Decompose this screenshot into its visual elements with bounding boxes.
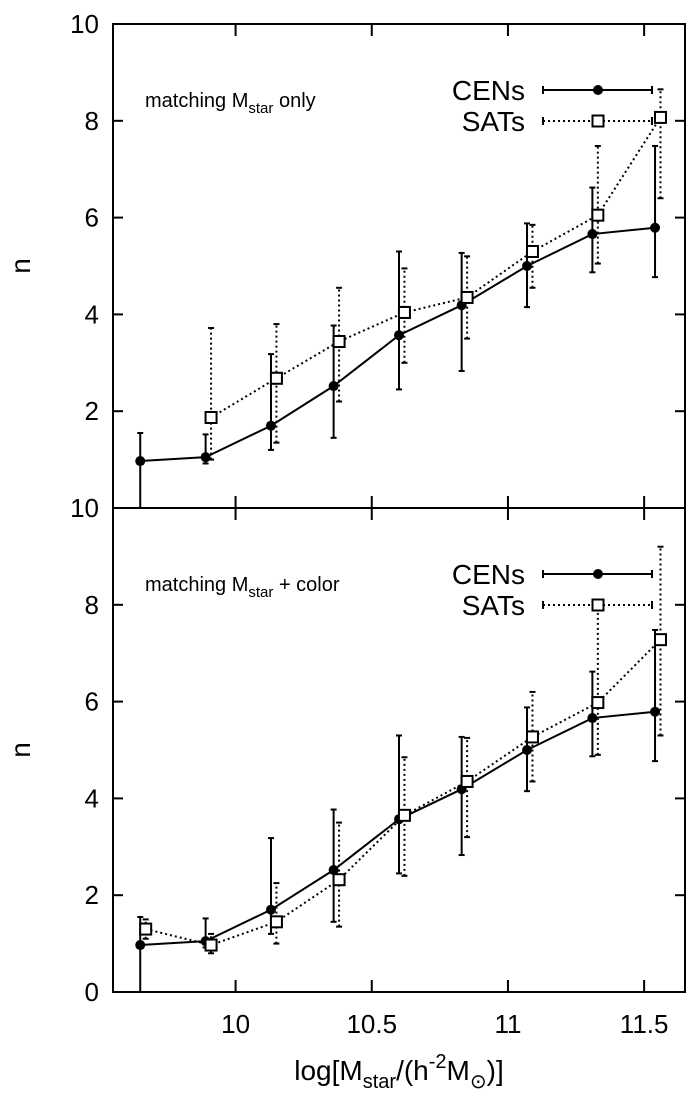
- y-tick-label: 6: [85, 203, 99, 233]
- x-axis-label-part: ⊙: [470, 1071, 487, 1091]
- y-tick-label: 8: [85, 106, 99, 136]
- x-tick-label: 11.5: [620, 1009, 669, 1039]
- legend-label: SATs: [462, 590, 525, 621]
- y-tick-label: 4: [85, 299, 99, 329]
- series-line: [140, 710, 656, 947]
- point: [525, 730, 539, 744]
- y-tick-label: 4: [85, 783, 99, 813]
- y-tick-label: 2: [85, 880, 99, 910]
- point: [200, 452, 211, 463]
- annotation: matching Mstar + color: [145, 574, 340, 601]
- point: [460, 290, 474, 304]
- x-axis-label-part: star: [363, 1071, 397, 1091]
- legend-marker: [591, 114, 605, 128]
- legend-label: CENs: [452, 559, 525, 590]
- point: [522, 745, 533, 755]
- x-axis-label-part: /(h: [396, 1055, 429, 1086]
- annotation-rest: only: [273, 90, 315, 112]
- y-axis-label: n: [5, 742, 36, 758]
- x-axis-label-part: M: [447, 1055, 470, 1086]
- annotation-sub: star: [248, 100, 273, 117]
- point: [265, 420, 276, 431]
- point: [328, 381, 339, 392]
- y-axis-label: n: [5, 258, 36, 274]
- point: [587, 229, 598, 240]
- point: [591, 208, 605, 222]
- point: [394, 330, 404, 341]
- y-tick-label: 0: [85, 977, 99, 1007]
- plot-area: [135, 545, 667, 992]
- point: [591, 696, 605, 710]
- legend-marker: [593, 569, 603, 579]
- point: [269, 371, 283, 385]
- legend-label: CENs: [452, 75, 525, 106]
- point: [204, 938, 218, 952]
- annotation-text: matching M: [145, 90, 248, 112]
- y-tick-label: 10: [70, 493, 99, 523]
- point: [587, 713, 598, 724]
- annotation-text: matching M: [145, 574, 248, 596]
- point: [135, 456, 146, 467]
- y-tick-label: 10: [70, 9, 99, 39]
- legend-marker: [593, 85, 603, 95]
- point: [650, 706, 661, 717]
- x-axis-label-part: log[M: [294, 1055, 362, 1086]
- point: [139, 922, 153, 936]
- point: [269, 915, 283, 929]
- point: [332, 335, 346, 349]
- annotation-sub: star: [248, 584, 273, 601]
- point: [265, 904, 276, 915]
- point: [522, 261, 533, 271]
- x-axis-label: log[Mstar/(h-2M⊙)]: [294, 1051, 504, 1091]
- x-tick-label: 10.5: [346, 1009, 397, 1039]
- point: [653, 110, 667, 124]
- point: [653, 633, 667, 647]
- x-axis-label-part: )]: [487, 1055, 504, 1086]
- series-line: [145, 638, 662, 947]
- y-tick-label: 8: [85, 590, 99, 620]
- point: [135, 940, 146, 951]
- point: [328, 865, 339, 876]
- point: [397, 305, 411, 319]
- point: [332, 873, 346, 887]
- series-line: [140, 226, 656, 463]
- point: [650, 222, 661, 233]
- point: [397, 808, 411, 822]
- annotation-rest: + color: [273, 574, 339, 596]
- x-tick-label: 11: [494, 1009, 521, 1039]
- legend-marker: [591, 598, 605, 612]
- plot-frame: [112, 507, 686, 993]
- y-tick-label: 2: [85, 396, 99, 426]
- y-tick-label: 6: [85, 687, 99, 717]
- point: [204, 410, 218, 424]
- annotation: matching Mstar only: [145, 90, 316, 117]
- x-axis-label-part: -2: [429, 1051, 447, 1073]
- x-tick-label: 10: [221, 1009, 250, 1039]
- point: [525, 244, 539, 258]
- legend-label: SATs: [462, 106, 525, 137]
- plot-area: [135, 88, 667, 508]
- point: [460, 774, 474, 788]
